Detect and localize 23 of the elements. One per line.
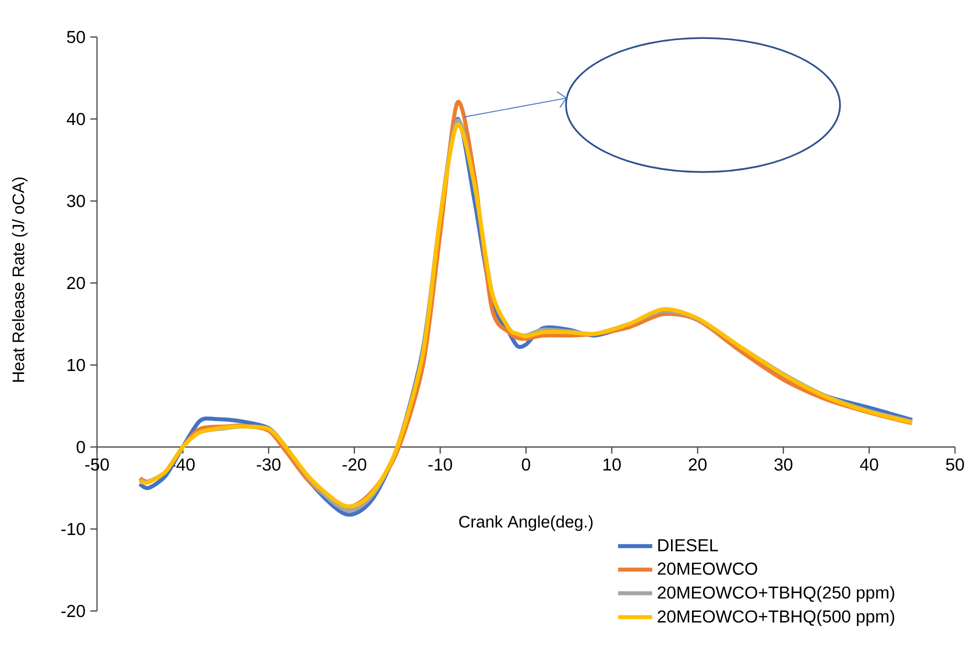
x-tick-label: 10 <box>603 458 621 471</box>
x-tick-label: -10 <box>428 458 452 471</box>
x-tick-label: 30 <box>774 458 792 471</box>
x-tick-label: -20 <box>342 458 366 471</box>
x-tick-label: 50 <box>946 458 964 471</box>
y-tick-label: 50 <box>67 30 85 44</box>
x-axis-title: Crank Angle(deg.) <box>459 515 593 531</box>
legend-label: DIESEL <box>658 539 718 552</box>
y-tick-label: 30 <box>67 194 85 208</box>
legend-label: 20MEOWCO+TBHQ(250 ppm) <box>658 586 894 602</box>
y-tick-label: 20 <box>67 276 85 290</box>
y-tick-label: 0 <box>76 440 85 454</box>
x-tick-label: 20 <box>688 458 707 471</box>
y-tick-label: 10 <box>68 358 85 372</box>
legend-label: 20MEOWCO <box>658 562 758 575</box>
y-tick-label: -20 <box>61 604 85 618</box>
y-axis-title: Heat Release Rate (J/ oCA) <box>12 178 28 382</box>
x-tick-label: 0 <box>522 458 530 471</box>
y-tick-label: 40 <box>66 112 85 126</box>
legend-label: 20MEOWCO+TBHQ(500 ppm) <box>658 610 894 626</box>
y-tick-label: -10 <box>61 522 85 536</box>
x-tick-label: 40 <box>860 458 878 471</box>
x-tick-label: -30 <box>256 458 280 471</box>
